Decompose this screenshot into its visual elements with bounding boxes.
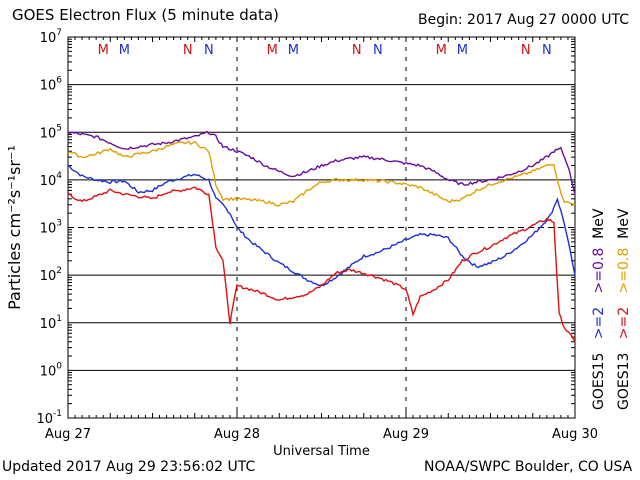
x-tick-label: Aug 30 [552,427,598,442]
x-tick-label: Aug 29 [383,427,429,442]
y-tick-label: 102 [40,266,62,284]
x-tick-label: Aug 27 [45,427,91,442]
marker-n: N [183,43,193,58]
series-line [67,140,576,207]
series-line [67,186,576,343]
series-line [67,130,576,195]
marker-n: N [204,43,214,58]
legend-goes13: GOES13 >=2 >=0.8 MeV [616,208,632,410]
begin-time: Begin: 2017 Aug 27 0000 UTC [418,12,629,28]
y-tick-label: 103 [40,219,62,237]
marker-m: M [457,43,468,58]
y-tick-label: 107 [40,28,62,46]
series-line [67,165,576,287]
y-tick-label: 106 [40,76,63,94]
x-axis-label: Universal Time [273,444,370,459]
marker-n: N [542,43,552,58]
y-axis-label: Particles cm⁻²s⁻¹sr⁻¹ [5,145,24,310]
chart-title: GOES Electron Flux (5 minute data) [12,6,279,24]
marker-m: M [119,43,130,58]
y-tick-label: 100 [40,361,63,379]
y-tick-label: 105 [40,123,62,141]
y-tick-label: 101 [40,314,62,332]
updated-time: Updated 2017 Aug 29 23:56:02 UTC [2,459,256,475]
marker-n: N [521,43,531,58]
y-tick-label: 104 [40,171,63,189]
marker-m: M [436,43,447,58]
x-tick-label: Aug 28 [214,427,260,442]
marker-m: M [288,43,299,58]
y-tick-label: 10-1 [36,409,62,427]
credit: NOAA/SWPC Boulder, CO USA [424,459,633,475]
legend-goes15: GOES15 >=2 >=0.8 MeV [591,208,607,410]
marker-m: M [98,43,109,58]
marker-m: M [267,43,278,58]
marker-n: N [373,43,383,58]
marker-n: N [352,43,362,58]
